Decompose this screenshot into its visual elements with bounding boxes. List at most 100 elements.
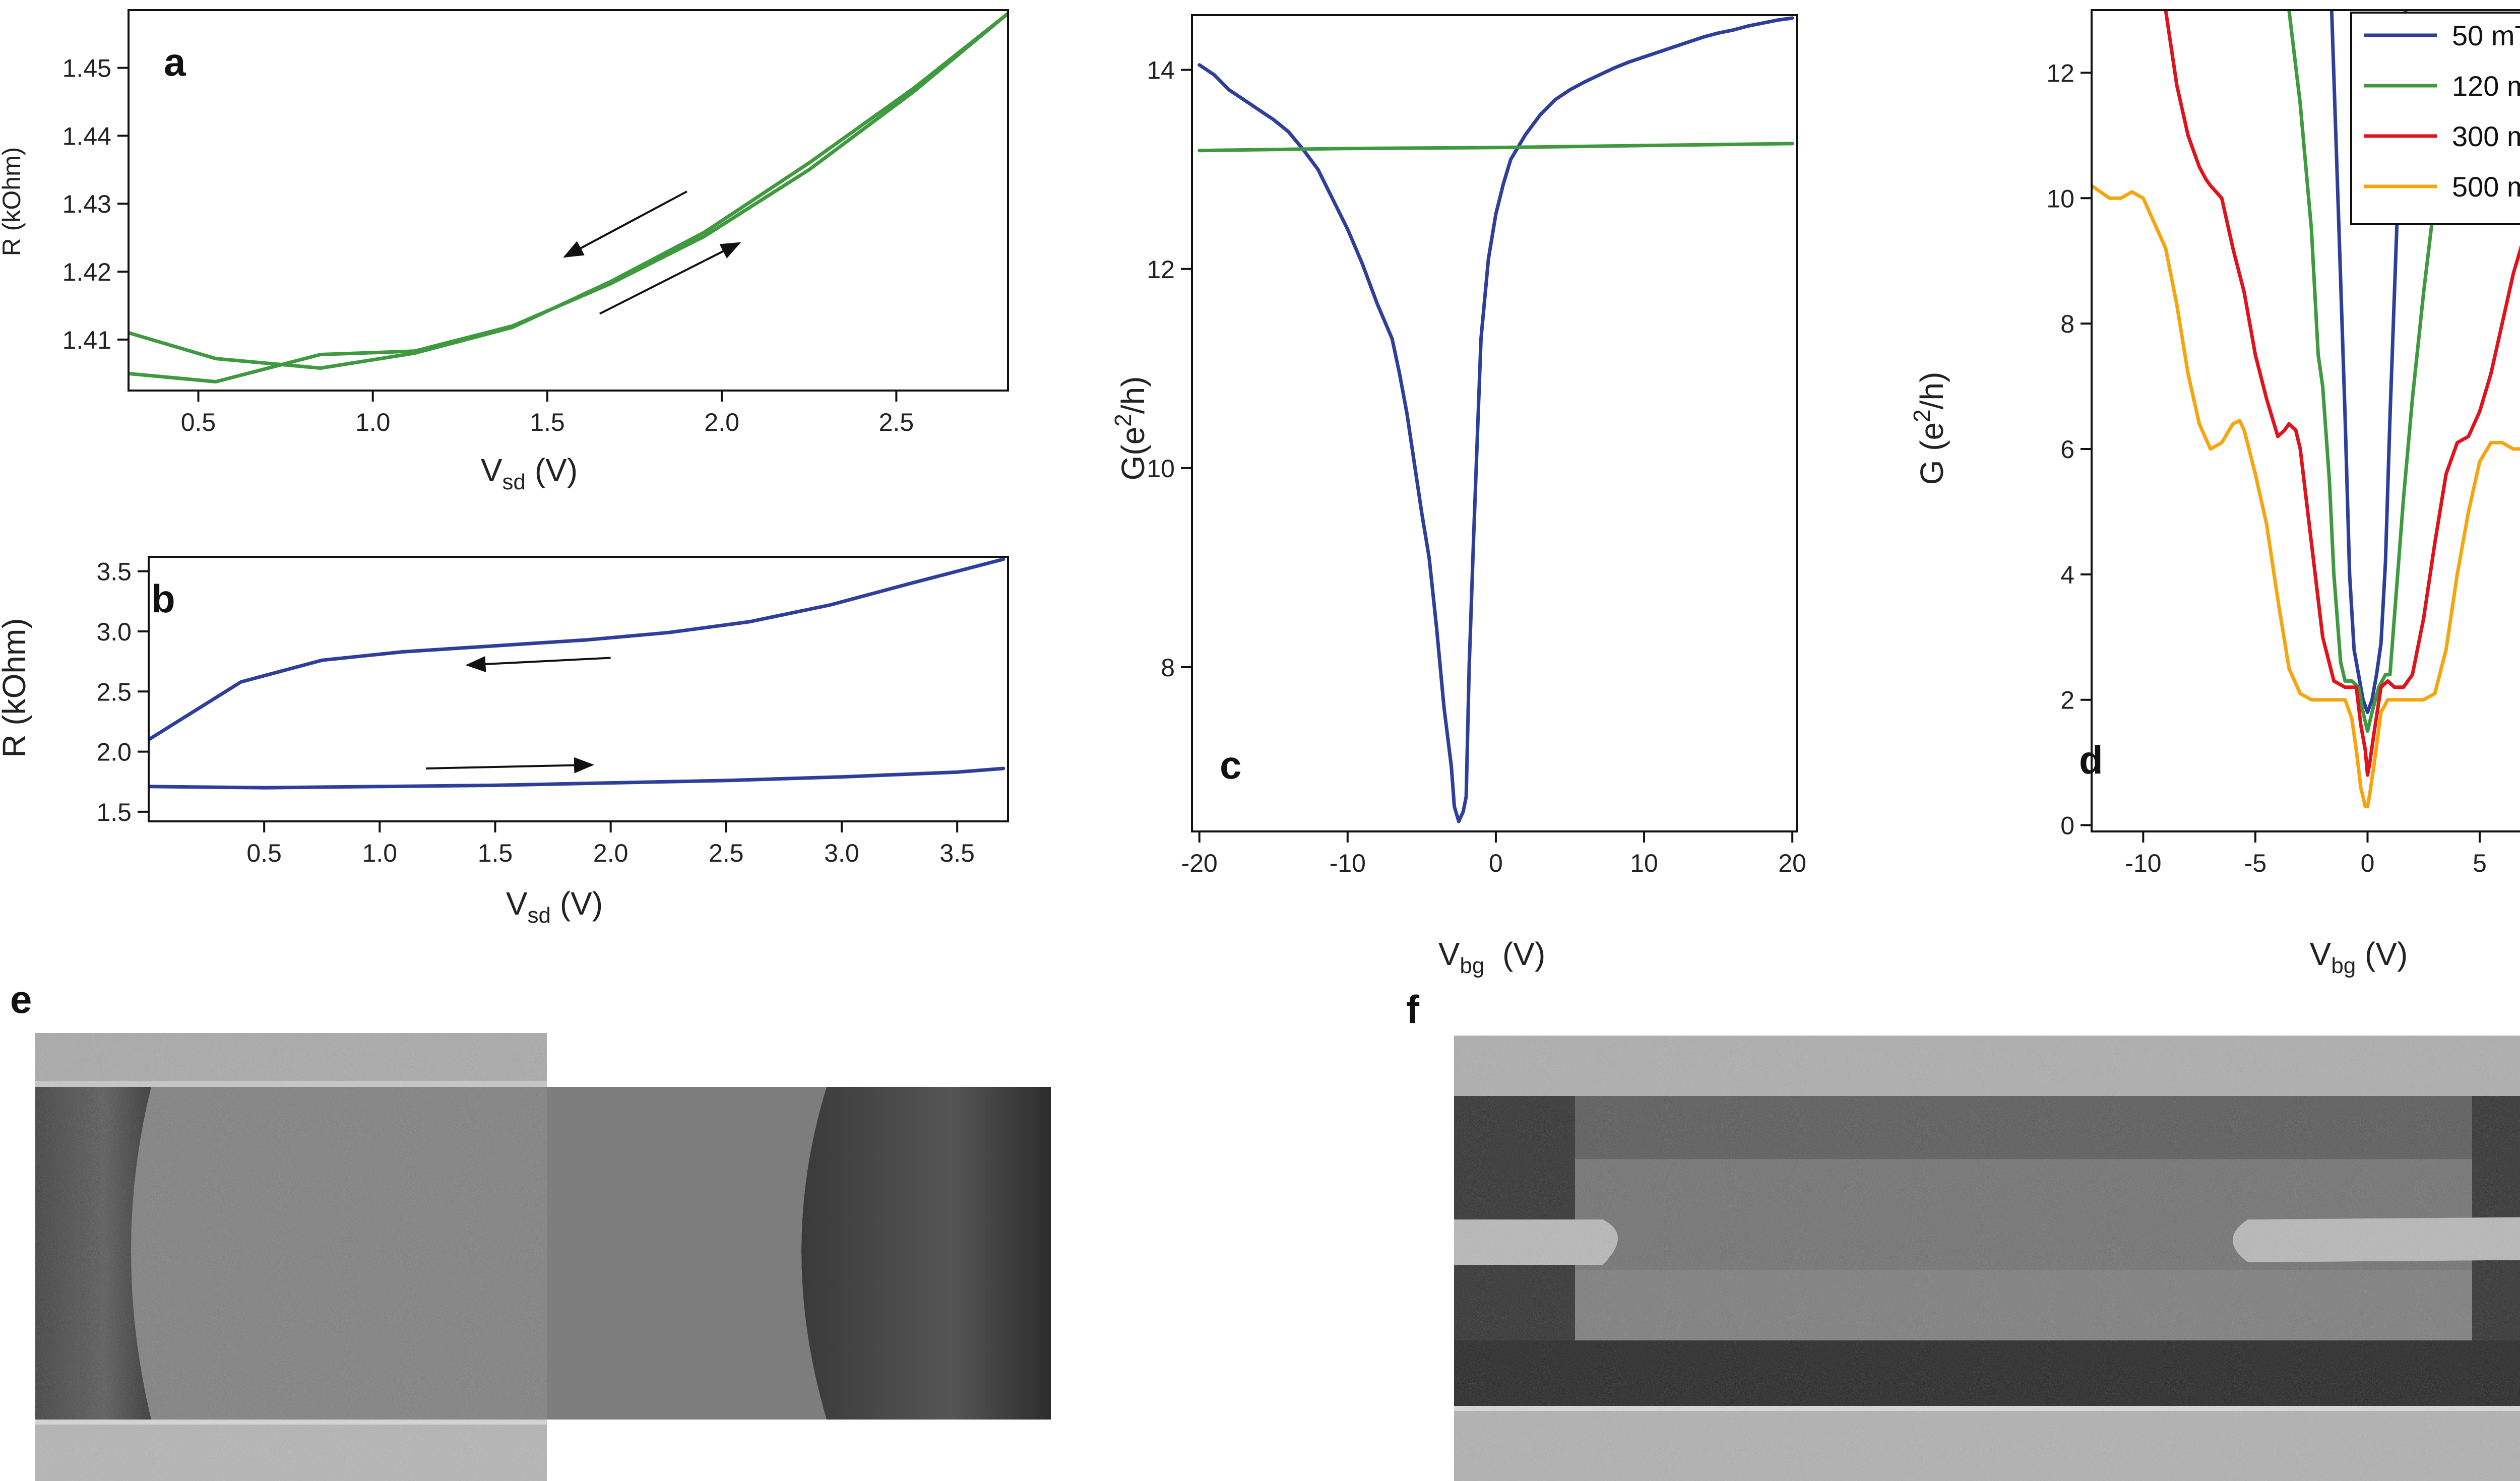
y-axis-label-c: G(e2/h) <box>1110 376 1151 481</box>
x-tick-label-a: 1.0 <box>355 408 391 436</box>
x-axis-label-c: Vbg (V) <box>1438 936 1546 978</box>
y-tick-label-c: 8 <box>1161 654 1175 682</box>
legend-box <box>2350 12 2520 225</box>
y-tick-label-c: 12 <box>1147 255 1175 284</box>
axes-frame-b <box>148 556 1009 822</box>
x-axis-label-main: V <box>481 452 502 488</box>
series-line-b-1 <box>149 766 1005 790</box>
y-axis-label-main: G (e <box>1914 422 1950 485</box>
x-tick-label-b: 1.5 <box>478 839 513 867</box>
y-tick-label-d: 0 <box>2060 812 2074 840</box>
x-tick-label-b: 2.5 <box>709 839 744 867</box>
x-axis-label-unit: (V) <box>1484 936 1545 972</box>
y-tick-label-b: 2.5 <box>96 678 132 706</box>
panel-label-f: f <box>1406 987 1420 1032</box>
y-tick-label-d: 8 <box>2060 310 2074 338</box>
sweep-arrow-a-0 <box>563 190 687 258</box>
legend-d: 50 mT 120 mT 300 mT 500 mT <box>2350 12 2520 225</box>
x-axis-label-b: Vsd (V) <box>506 885 603 928</box>
series-line-a-0 <box>129 12 1008 383</box>
x-axis-label-main: V <box>1438 936 1460 972</box>
legend-entry-0: 50 mT <box>2452 20 2520 51</box>
sem-image-f: f <box>1406 987 2520 1481</box>
panel-label-d: d <box>2079 738 2103 782</box>
x-tick-label-b: 3.0 <box>824 839 859 867</box>
series-line-d-1 <box>2287 10 2443 733</box>
y-axis-label-b: R (kOhm) <box>0 618 32 757</box>
x-axis-label-sub: bg <box>1460 953 1484 978</box>
y-tick-label-a: 1.43 <box>62 190 111 218</box>
series-line-c-1 <box>1198 142 1794 153</box>
series-line-d-3 <box>2092 183 2520 808</box>
panel-label-c: c <box>1220 743 1241 787</box>
sweep-arrow-b-0 <box>465 656 611 672</box>
plot-area-d <box>2092 10 2520 808</box>
x-tick-label-c: -10 <box>1330 849 1366 877</box>
axes-frame-c <box>1191 14 1798 832</box>
x-tick-label-d: 0 <box>2361 849 2375 877</box>
chart-panel-b: 0.5 1.0 1.5 2.0 2.5 3.0 3.5 1.5 2.0 2.5 3.0 3.5 b Vsd… <box>0 556 1009 928</box>
x-tick-label-b: 2.0 <box>593 839 628 867</box>
x-tick-label-c: 10 <box>1630 849 1658 877</box>
series-line-a-1 <box>129 12 1008 370</box>
y-axis-label-main: G(e <box>1115 427 1151 481</box>
y-tick-label-a: 1.42 <box>62 258 111 286</box>
x-tick-label-c: 20 <box>1778 849 1806 877</box>
y-tick-label-a: 1.45 <box>62 54 111 83</box>
x-tick-label-b: 0.5 <box>246 839 282 867</box>
y-axis-label-rest: /h) <box>1115 376 1151 414</box>
x-axis-label-d: Vbg (V) <box>2310 936 2408 978</box>
x-tick-label-b: 1.0 <box>362 839 398 867</box>
x-tick-label-b: 3.5 <box>939 839 975 867</box>
chart-panel-c: -20 -10 0 10 20 8 10 12 14 c Vbg (V) G(e2/h) <box>1110 14 1806 978</box>
chart-panel-d: -10-50510024681012dVbg (V)G (e2/h)50 mT1… <box>1909 9 2520 978</box>
plot-area-c <box>1198 16 1794 823</box>
x-tick-label-d: -5 <box>2244 849 2266 877</box>
y-tick-label-d: 12 <box>2046 59 2074 87</box>
panel-label-e: e <box>10 977 32 1021</box>
x-tick-label-a: 2.0 <box>704 408 739 436</box>
legend-entry-2: 300 mT <box>2452 120 2520 152</box>
panel-label-b: b <box>151 576 175 621</box>
chart-panel-a: 0.5 1.0 1.5 2.0 2.5 1.41 1.42 1.43 1.44 1.45 a Vsd … <box>0 9 1009 494</box>
plot-area-b <box>149 557 1005 790</box>
x-tick-label-c: -20 <box>1181 849 1218 877</box>
y-tick-label-c: 14 <box>1147 56 1175 85</box>
x-axis-label-main: V <box>506 885 528 922</box>
x-tick-label-a: 2.5 <box>879 408 914 436</box>
y-axis-label-a: R (kOhm) <box>0 147 26 256</box>
plot-area-a <box>129 12 1008 383</box>
sem-image-e: e <box>10 977 1051 1481</box>
y-tick-label-a: 1.41 <box>62 326 111 354</box>
x-tick-label-a: 1.5 <box>530 408 565 436</box>
x-axis-label-unit: (V) <box>551 885 603 922</box>
y-axis-label-d: G (e2/h) <box>1909 372 1950 485</box>
y-tick-label-b: 1.5 <box>96 798 132 826</box>
y-axis-label-sup: 2 <box>1110 414 1136 427</box>
legend-entry-1: 120 mT <box>2452 70 2520 102</box>
x-tick-label-a: 0.5 <box>181 408 216 436</box>
legend-entry-3: 500 mT <box>2452 171 2520 203</box>
series-line-d-2 <box>2164 10 2520 777</box>
series-line-d-0 <box>2329 10 2408 715</box>
y-tick-label-b: 3.0 <box>96 618 132 646</box>
y-tick-label-d: 4 <box>2060 561 2074 589</box>
x-axis-label-unit: (V) <box>526 452 578 488</box>
x-axis-label-sub: sd <box>528 903 551 928</box>
y-tick-label-b: 2.0 <box>96 738 132 766</box>
y-axis-label-rest: /h) <box>1914 372 1950 410</box>
sweep-arrow-b-1 <box>425 757 594 774</box>
x-axis-label-a: Vsd (V) <box>481 452 578 494</box>
y-tick-label-d: 2 <box>2060 686 2074 715</box>
series-line-b-0 <box>149 557 1005 742</box>
x-axis-label-unit: (V) <box>2356 936 2408 972</box>
y-axis-label-sup: 2 <box>1909 409 1935 422</box>
y-tick-label-d: 10 <box>2046 184 2074 213</box>
x-axis-label-sub: sd <box>502 470 526 494</box>
x-axis-label-sub: bg <box>2331 953 2356 978</box>
sweep-arrow-a-1 <box>599 242 741 315</box>
y-tick-label-a: 1.44 <box>62 122 111 150</box>
y-tick-label-b: 3.5 <box>96 558 132 586</box>
x-tick-label-d: 5 <box>2473 849 2487 877</box>
